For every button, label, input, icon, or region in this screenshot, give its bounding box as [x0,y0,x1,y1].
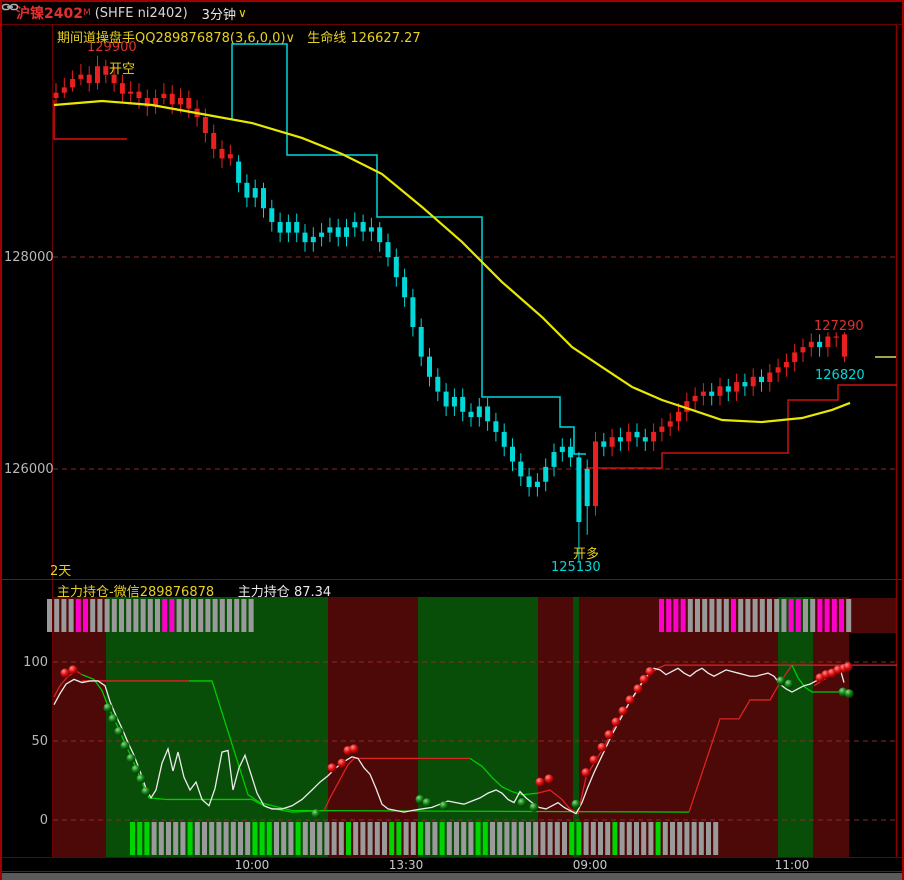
life-line-label: 生命线 [307,31,347,46]
indicator-panel-series [47,599,897,855]
lower-value: 87.34 [293,585,332,600]
candlestick-series [53,55,847,562]
lower-indicator-name[interactable]: 主力持仓-微信289876878 [57,585,215,600]
symbol-name[interactable]: 沪镍2402 [16,6,83,22]
lower-indicator-dropdown-icon[interactable]: ∨ [214,585,224,600]
symbol-flag: M [82,8,91,18]
bottom-border-line [2,871,902,872]
lower-ytick-50: 50 [31,734,48,749]
main-chart-step-lines [53,43,897,469]
indicator-background-zones [52,597,897,857]
lower-ytick-100: 100 [23,655,48,670]
swing-low-label: 125130 [551,560,601,575]
indicator-dropdown-icon[interactable]: ∨ [285,31,296,46]
time-tick-0900: 09:00 [572,858,608,872]
lower-indicator-header: 主力持仓-微信289876878∨ 主力持仓 87.34 [57,581,331,600]
recent-high-label: 127290 [814,319,864,334]
time-tick-1330: 13:30 [388,858,424,872]
main-indicator-header: 期间道操盘手QQ289876878(3,6,0,0)∨ 生命线 126627.2… [57,27,421,46]
lower-ytick-0: 0 [39,813,48,828]
title-bar: 沪镍2402 M (SHFE ni2402) 3分钟 ∨ [2,2,902,25]
indicator-name[interactable]: 期间道操盘手QQ289876878(3,6,0,0) [57,31,286,46]
period-selector[interactable]: 3分钟 [201,7,236,23]
range-label: 2天 [50,564,72,579]
lower-value-label: 主力持仓 [237,585,290,600]
life-line-value: 126627.27 [350,31,421,46]
panel-frame-lines [2,24,902,858]
open-long-marker: 开多 [573,547,600,562]
life-line-ma [53,99,851,424]
horizontal-scrollbar[interactable] [2,873,902,880]
stop-value-label: 126820 [815,368,865,383]
time-tick-1100: 11:00 [774,858,810,872]
exchange-code: (SHFE ni2402) [94,5,188,21]
period-dropdown-icon[interactable]: ∨ [237,6,247,20]
open-short-marker: 开空 [109,62,136,77]
axis-label-126000: 126000 [4,462,54,477]
swing-high-label: 129900 [87,40,137,55]
axis-label-128000: 128000 [4,250,54,265]
time-tick-1000: 10:00 [234,858,270,872]
